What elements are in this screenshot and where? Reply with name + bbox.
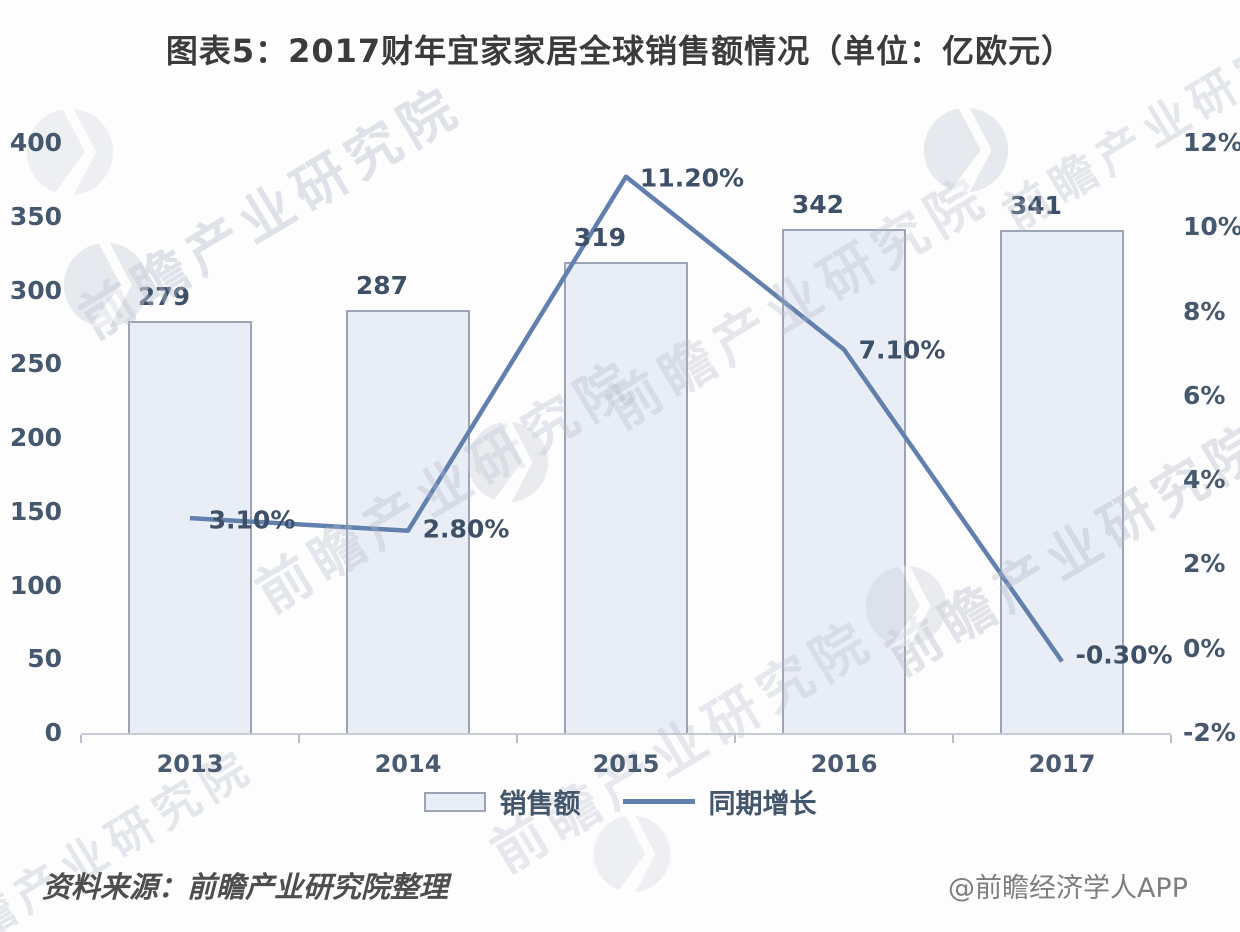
right-axis-tick: 8% [1183, 296, 1226, 326]
x-axis-tickmark [80, 735, 82, 743]
x-axis-label: 2017 [1028, 750, 1096, 778]
x-axis-tickmark [516, 735, 518, 743]
credit-note: @前瞻经济学人APP [947, 873, 1188, 904]
legend-line-swatch [622, 799, 695, 804]
line-value-label: 3.10% [208, 505, 296, 535]
left-axis-tick: 100 [9, 570, 62, 600]
line-value-label: 7.10% [858, 335, 946, 364]
x-axis-label: 2013 [156, 750, 224, 778]
x-axis-label: 2015 [592, 750, 660, 778]
line-value-label: 11.20% [639, 163, 745, 193]
legend-bar-swatch [423, 791, 486, 812]
left-axis-tick: 350 [9, 201, 62, 231]
x-axis-label: 2014 [374, 750, 442, 778]
right-axis-tick: 6% [1183, 380, 1226, 410]
source-note: 资料来源：前瞻产业研究院整理 [42, 870, 449, 904]
line-value-label: -0.30% [1075, 640, 1173, 670]
right-axis-tick: 2% [1183, 549, 1226, 579]
x-axis-tickmark [298, 735, 300, 743]
left-axis-tick: 400 [9, 128, 62, 157]
legend-line-label: 同期增长 [708, 789, 817, 820]
growth-line [189, 174, 1064, 663]
line-value-label: 2.80% [422, 514, 510, 544]
left-axis-tick: 200 [9, 423, 62, 452]
right-axis-tick: 12% [1183, 128, 1240, 157]
left-axis-tick: 300 [9, 275, 62, 305]
x-axis-tickmark [734, 735, 736, 743]
plot-area: 279 287 319 342 341 3.10% 2.80% 11.20% 7.10% -0.… [81, 143, 1173, 735]
watermark-logo-icon [592, 814, 672, 894]
bar-value-text: 287 [355, 271, 408, 300]
x-axis-tickmark [952, 735, 954, 743]
right-axis-tick: 10% [1183, 212, 1240, 242]
legend-bar-label: 销售额 [499, 789, 581, 820]
left-axis-tick: 250 [9, 349, 62, 379]
right-axis-tick: -2% [1183, 718, 1236, 747]
growth-line-path [189, 174, 1064, 663]
x-axis-tickmark [1170, 735, 1172, 743]
right-axis-tick: 4% [1183, 465, 1226, 495]
bar-value-text: 319 [573, 223, 626, 252]
x-axis-label: 2016 [810, 750, 878, 778]
legend: 销售额 同期增长 [0, 782, 1240, 821]
right-axis-tick: 0% [1183, 633, 1226, 663]
left-axis-tick: 150 [9, 496, 62, 526]
bar-value-text: 341 [1009, 191, 1062, 220]
sales-bar [1000, 230, 1124, 733]
sales-bar [564, 262, 688, 733]
bar-value-text: 342 [791, 190, 844, 219]
left-axis-tick: 0 [44, 718, 62, 747]
sales-bar [782, 229, 906, 733]
bar-value-text: 279 [137, 282, 190, 311]
chart-title: 图表5：2017财年宜家家居全球销售额情况（单位：亿欧元） [165, 32, 1075, 70]
sales-bar [346, 310, 470, 733]
sales-bar [128, 321, 252, 733]
left-axis-tick: 50 [27, 644, 62, 674]
